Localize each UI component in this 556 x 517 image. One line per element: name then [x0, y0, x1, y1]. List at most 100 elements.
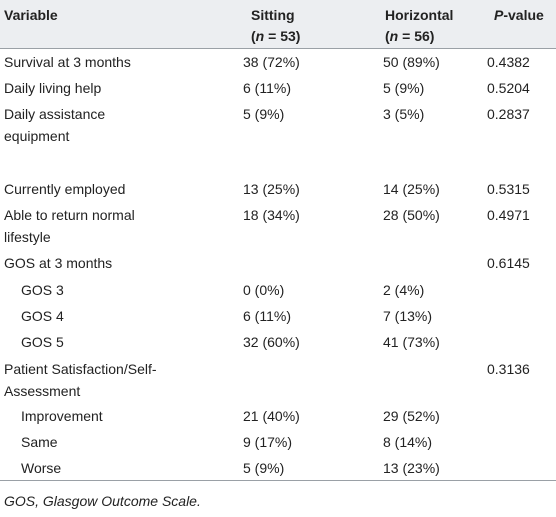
- horizontal-cell: [379, 250, 483, 277]
- variable-cell: Survival at 3 months: [0, 49, 239, 75]
- sitting-cell: 38 (72%): [239, 49, 379, 75]
- p-value-cell: 0.3136: [483, 356, 556, 403]
- p-value-cell: 0.5204: [483, 75, 556, 101]
- header-sub: (n = 56): [385, 26, 482, 47]
- header-text: Horizontal: [385, 7, 454, 23]
- sitting: 13 (25%): [243, 180, 300, 197]
- variable: Patient Satisfaction/Self-Assessment: [4, 360, 157, 399]
- sitting-cell: [239, 356, 379, 403]
- variable-cell: Currently employed: [0, 176, 239, 202]
- variable-cell: GOS 4: [0, 303, 239, 329]
- horizontal: 8 (14%): [383, 433, 433, 450]
- p-value-cell: [483, 454, 556, 481]
- horizontal: 2 (4%): [383, 281, 425, 298]
- header-sub-part: n: [255, 28, 265, 44]
- sitting-cell: [239, 250, 379, 277]
- sitting-cell: 6 (11%): [239, 75, 379, 101]
- sitting: 6 (11%): [243, 79, 291, 96]
- variable: GOS 4: [21, 307, 64, 324]
- variable-cell: GOS 3: [0, 277, 239, 303]
- sub-row: GOS 3 0 (0%) 2 (4%): [0, 277, 556, 303]
- sitting: 21 (40%): [243, 407, 300, 424]
- sitting-cell: 21 (40%): [239, 403, 379, 429]
- header-italic: P: [494, 7, 504, 23]
- sub-row: Worse 5 (9%) 13 (23%): [0, 454, 556, 481]
- variable: GOS 3: [21, 281, 64, 298]
- horizontal-cell: 50 (89%): [379, 49, 483, 75]
- header-label: P-value: [494, 5, 555, 26]
- horizontal-cell: 3 (5%): [379, 101, 483, 176]
- horizontal: 7 (13%): [383, 307, 433, 324]
- p-value-cell: 0.2837: [483, 101, 556, 176]
- sub-row: Improvement 21 (40%) 29 (52%): [0, 403, 556, 429]
- sitting-cell: 6 (11%): [239, 303, 379, 329]
- variable: Improvement: [21, 407, 103, 424]
- sitting: 5 (9%): [243, 105, 285, 122]
- column-header: Variable: [0, 0, 239, 49]
- data-row: Currently employed 13 (25%) 14 (25%) 0.5315: [0, 176, 556, 202]
- horizontal-cell: 28 (50%): [379, 202, 483, 250]
- data-row: Able to return normal lifestyle 18 (34%) 2…: [0, 202, 556, 250]
- header-label: Variable: [4, 5, 238, 26]
- sub-row: GOS 5 32 (60%) 41 (73%): [0, 329, 556, 356]
- horizontal-cell: [379, 356, 483, 403]
- variable-cell: Improvement: [0, 403, 239, 429]
- horizontal: 13 (23%): [383, 459, 440, 476]
- p-value: 0.5315: [487, 180, 530, 197]
- data-row: Survival at 3 months 38 (72%) 50 (89%) 0.43…: [0, 49, 556, 75]
- horizontal: 28 (50%): [383, 206, 440, 223]
- horizontal: 14 (25%): [383, 180, 440, 197]
- column-header: P-value: [483, 0, 556, 49]
- header-sub-part: = 56): [398, 28, 435, 44]
- p-value-cell: 0.6145: [483, 250, 556, 277]
- variable-cell: Daily assistance equipment: [0, 101, 239, 176]
- p-value-cell: 0.4971: [483, 202, 556, 250]
- variable: Worse: [21, 459, 62, 476]
- variable: GOS 5: [21, 333, 64, 350]
- sitting-cell: 5 (9%): [239, 454, 379, 481]
- sitting-cell: 32 (60%): [239, 329, 379, 356]
- header-sub: (n = 53): [251, 26, 378, 47]
- sitting: 6 (11%): [243, 307, 291, 324]
- horizontal-cell: 8 (14%): [379, 429, 483, 455]
- variable-cell: Able to return normal lifestyle: [0, 202, 239, 250]
- variable-cell: GOS 5: [0, 329, 239, 356]
- p-value: 0.4382: [487, 54, 530, 70]
- sub-row: GOS 4 6 (11%) 7 (13%): [0, 303, 556, 329]
- horizontal: 29 (52%): [383, 407, 440, 424]
- sitting-cell: 5 (9%): [239, 101, 379, 176]
- header-label: Horizontal: [385, 5, 482, 26]
- header-sub-part: (: [385, 28, 390, 44]
- header-sub-part: n: [389, 28, 399, 44]
- sitting-cell: 13 (25%): [239, 176, 379, 202]
- variable: Same: [21, 433, 58, 450]
- variable: Daily living help: [4, 79, 102, 96]
- header-label: Sitting: [251, 5, 378, 26]
- sitting: 32 (60%): [243, 333, 300, 350]
- variable-cell: Daily living help: [0, 75, 239, 101]
- sitting: 0 (0%): [243, 281, 285, 298]
- horizontal-cell: 5 (9%): [379, 75, 483, 101]
- table-header: Variable Sitting (n = 53) Horizontal (n = 56…: [0, 0, 556, 49]
- sitting-cell: 0 (0%): [239, 277, 379, 303]
- p-value-cell: [483, 303, 556, 329]
- variable-cell: Patient Satisfaction/Self-Assessment: [0, 356, 239, 403]
- p-value-cell: 0.4382: [483, 49, 556, 75]
- table-body: Survival at 3 months 38 (72%) 50 (89%) 0.43…: [0, 49, 556, 481]
- p-value-cell: [483, 403, 556, 429]
- p-value-cell: [483, 277, 556, 303]
- horizontal-cell: 13 (23%): [379, 454, 483, 481]
- horizontal-cell: 2 (4%): [379, 277, 483, 303]
- p-value: 0.3136: [487, 360, 530, 377]
- variable: Able to return normal lifestyle: [4, 206, 135, 245]
- horizontal: 3 (5%): [383, 105, 425, 122]
- sitting: 5 (9%): [243, 459, 285, 476]
- column-header: Horizontal (n = 56): [379, 0, 483, 49]
- horizontal: 5 (9%): [383, 79, 425, 96]
- sitting: 18 (34%): [243, 206, 300, 223]
- header-text: Variable: [4, 7, 58, 23]
- variable: Daily assistance equipment: [4, 105, 106, 144]
- sitting: 9 (17%): [243, 433, 293, 450]
- data-row: Patient Satisfaction/Self-Assessment 0.31…: [0, 356, 556, 403]
